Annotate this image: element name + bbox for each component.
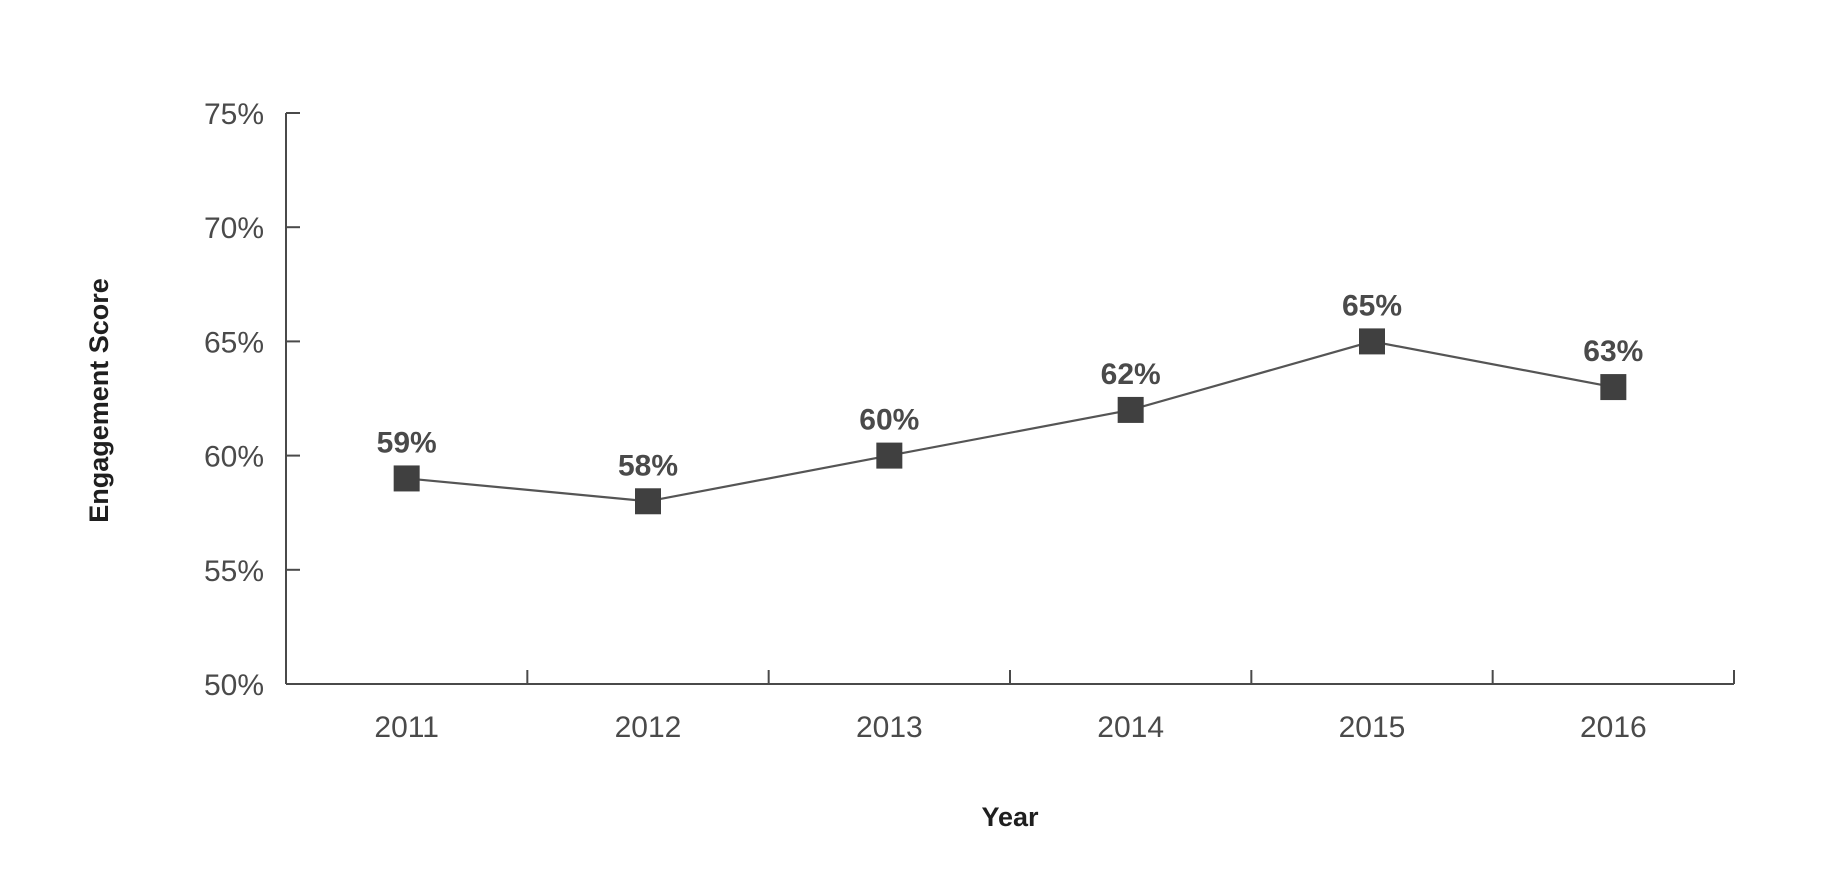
y-tick-label: 50% [204,669,264,702]
data-point-marker [1359,328,1385,355]
y-tick-label: 70% [204,212,264,245]
y-tick-label: 65% [204,326,264,359]
x-axis-ticks: 2011 2012 2013 2014 2015 2016 [374,670,1735,744]
data-label: 59% [377,426,437,459]
data-point-marker [635,488,661,515]
x-tick-label: 2016 [1580,711,1647,744]
y-axis-ticks: 50% 55% 60% 65% 70% 75% [204,98,300,702]
x-tick-label: 2015 [1339,711,1406,744]
y-tick-label: 60% [204,441,264,474]
data-point-marker [1117,396,1144,423]
y-tick-label: 75% [204,98,264,131]
series-group: 59% 58% 60% 62% 65% 63% [377,289,1643,515]
data-label: 58% [618,449,678,482]
y-tick-label: 55% [204,555,264,588]
x-tick-label: 2011 [374,711,439,744]
data-point-marker [876,442,903,469]
data-label: 60% [859,404,919,437]
data-label: 65% [1342,289,1402,322]
y-axis-title: Engagement Score [84,278,114,523]
data-label: 63% [1583,335,1643,368]
x-tick-label: 2014 [1097,711,1164,744]
plot-area: 50%55%60%65%70%75% 2011 2012 2013 2014 2015 2… [204,98,1735,744]
series-line [406,340,1614,503]
data-point-marker [1600,374,1627,401]
x-tick-label: 2013 [856,711,923,744]
data-point-marker [393,465,420,492]
x-axis-title: Year [981,802,1039,832]
data-label: 62% [1101,358,1161,391]
x-tick-label: 2012 [615,711,682,744]
